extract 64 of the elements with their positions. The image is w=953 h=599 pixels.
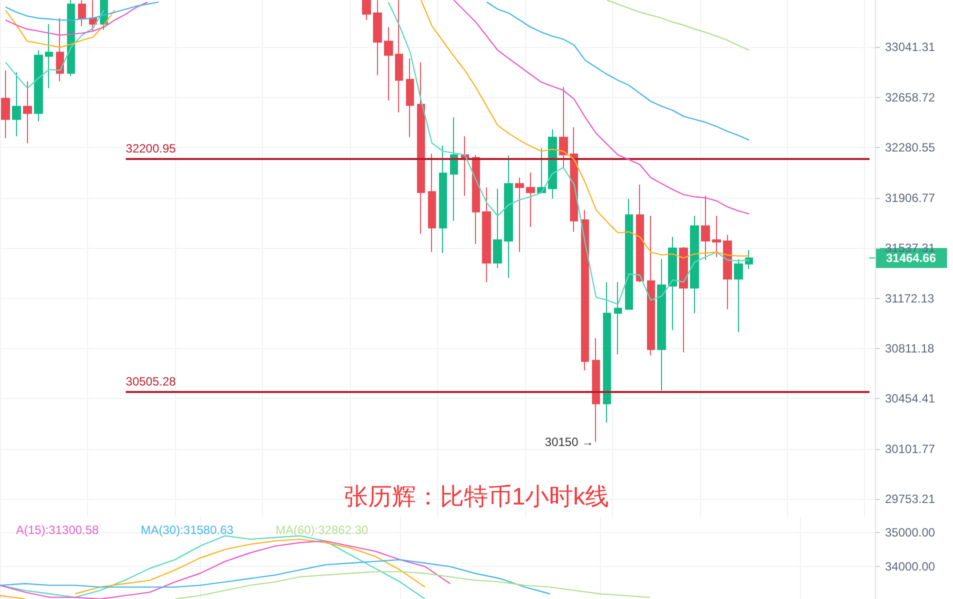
candlestick — [515, 177, 524, 253]
candlestick — [78, 0, 86, 27]
candlestick — [395, 0, 403, 113]
candlestick — [23, 80, 32, 144]
candlestick — [45, 24, 53, 89]
y-tick-label: 31906.77 — [885, 190, 936, 205]
candlestick — [592, 338, 600, 442]
candlestick — [406, 58, 414, 138]
candlestick — [614, 281, 622, 355]
candlestick — [559, 86, 568, 170]
candlestick — [482, 187, 491, 282]
candlestick — [67, 0, 75, 77]
candlestick — [668, 236, 677, 331]
candlestick — [537, 148, 546, 194]
text: MA(30):31580.63 — [140, 523, 234, 537]
candlestick — [89, 0, 97, 32]
line-series — [606, 0, 750, 51]
candlestick — [493, 188, 502, 268]
candlestick — [362, 0, 371, 21]
y-tick-label: 35000.00 — [885, 525, 936, 540]
candlestick — [428, 153, 436, 253]
candlestick — [723, 234, 732, 310]
candlestick — [745, 250, 753, 270]
candlestick — [384, 26, 393, 101]
text: MA(60):32862.30 — [275, 523, 369, 537]
candlestick — [581, 209, 589, 371]
candlestick — [12, 72, 21, 137]
y-tick-label: 34000.00 — [885, 560, 936, 574]
y-tick-label: 31172.13 — [885, 291, 934, 306]
y-tick-label: 30101.77 — [885, 442, 936, 456]
candlestick — [679, 246, 688, 353]
line-series — [0, 559, 551, 594]
candlestick — [34, 50, 43, 122]
candlestick — [701, 195, 710, 260]
y-tick-label: 32658.72 — [885, 90, 936, 104]
candlestick — [526, 172, 535, 228]
candlestick — [690, 215, 699, 314]
candlestick — [450, 116, 458, 222]
candlestick — [56, 18, 64, 82]
candlestick — [472, 154, 480, 244]
text: 张历辉：比特币1小时k线 — [344, 484, 610, 510]
y-tick-label: 30811.18 — [885, 341, 934, 356]
candlestick — [636, 184, 644, 282]
candlestick — [417, 62, 425, 234]
candlestick — [504, 155, 513, 278]
y-tick-label: 30454.41 — [885, 392, 936, 406]
candlestick — [373, 0, 382, 76]
y-tick-label: 33041.31 — [885, 40, 936, 54]
candlestick — [734, 258, 743, 333]
ref-line-label: 32200.95 — [126, 141, 176, 156]
candlestick — [625, 198, 633, 310]
candlestick — [461, 136, 469, 196]
y-tick-label: 32280.55 — [885, 140, 936, 155]
candlestick — [712, 215, 721, 258]
candlestick — [1, 70, 10, 139]
annotation: 30150 → — [544, 434, 594, 449]
line-series — [174, 571, 651, 599]
candlestick — [657, 258, 666, 391]
y-tick-label: 29753.21 — [885, 492, 936, 506]
candlestick — [603, 281, 611, 424]
ref-line-label: 30505.28 — [126, 374, 176, 388]
candlestick — [647, 215, 655, 356]
text: A(15):31300.58 — [16, 523, 100, 537]
candlestick — [439, 145, 447, 254]
